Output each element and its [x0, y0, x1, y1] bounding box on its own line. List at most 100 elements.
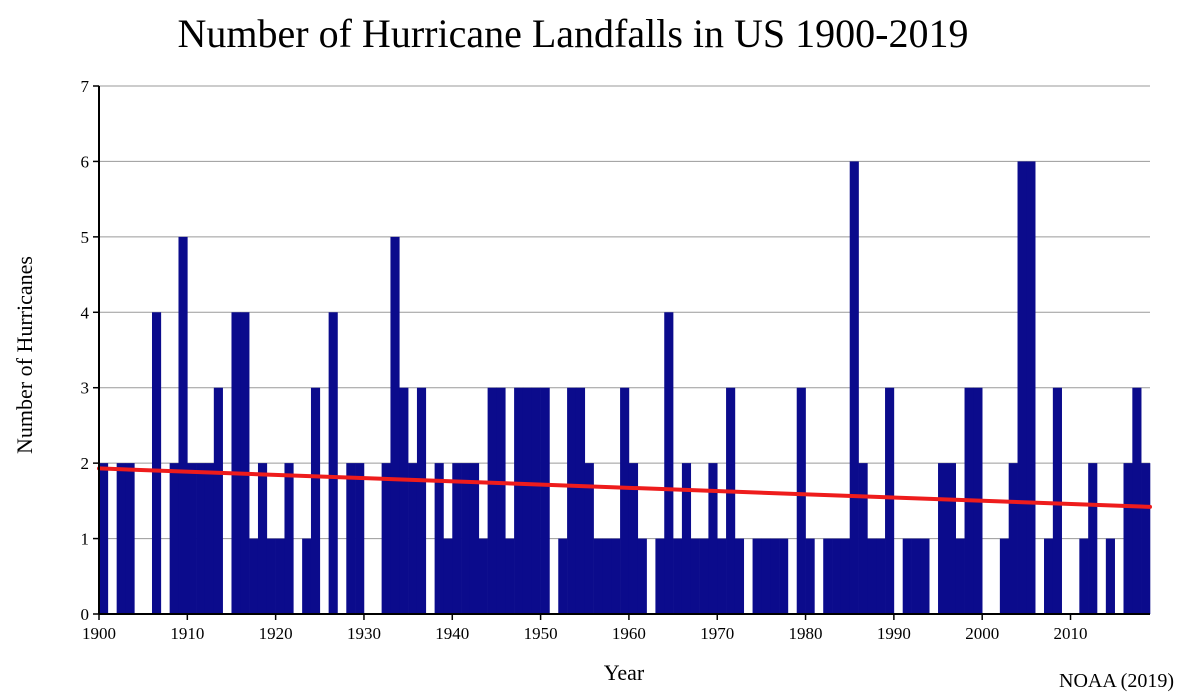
- bar-1991: [902, 538, 912, 614]
- y-axis-label: Number of Hurricanes: [12, 256, 37, 454]
- bar-1958: [611, 538, 621, 614]
- bar-1953: [567, 387, 577, 614]
- bars: [99, 161, 1151, 614]
- bar-1900: [99, 463, 109, 614]
- bar-1966: [681, 463, 692, 614]
- bar-1928: [346, 463, 356, 614]
- bar-1997: [955, 538, 965, 614]
- bar-1976: [770, 538, 780, 614]
- bar-1980: [805, 538, 815, 614]
- bar-1945: [496, 387, 506, 614]
- y-tick-label: 0: [81, 605, 90, 624]
- y-tick-label: 1: [81, 530, 90, 549]
- bar-1947: [514, 387, 524, 614]
- x-tick-label: 1940: [435, 624, 469, 643]
- x-tick-label: 1990: [877, 624, 911, 643]
- bar-1915: [231, 312, 241, 614]
- bar-1992: [911, 538, 921, 614]
- bar-2008: [1052, 387, 1062, 614]
- bar-1918: [257, 463, 268, 614]
- bar-1940: [452, 463, 462, 614]
- bar-2011: [1079, 538, 1089, 614]
- bar-1902: [116, 463, 126, 614]
- x-tick-label: 1950: [524, 624, 558, 643]
- bar-1970: [717, 538, 727, 614]
- bar-1932: [381, 463, 391, 614]
- bar-1941: [461, 463, 471, 614]
- bar-1975: [761, 538, 771, 614]
- bar-1959: [620, 387, 630, 614]
- bar-1938: [434, 463, 444, 614]
- bar-2017: [1132, 387, 1142, 614]
- bar-1983: [832, 538, 842, 614]
- bar-1946: [505, 538, 515, 614]
- bar-2007: [1044, 538, 1054, 614]
- bar-1982: [823, 538, 833, 614]
- bar-1909: [178, 236, 188, 614]
- bar-2016: [1123, 463, 1133, 614]
- x-tick-label: 1980: [789, 624, 823, 643]
- bar-1936: [416, 387, 427, 614]
- bar-1984: [840, 538, 851, 614]
- bar-1971: [726, 387, 736, 614]
- bar-1917: [249, 538, 259, 614]
- bar-2004: [1017, 161, 1027, 614]
- bar-1933: [390, 236, 400, 614]
- bar-1957: [602, 538, 612, 614]
- x-tick-label: 1900: [82, 624, 116, 643]
- x-tick-label: 1970: [700, 624, 734, 643]
- chart-title: Number of Hurricane Landfalls in US 1900…: [178, 11, 969, 56]
- bar-1985: [849, 161, 859, 614]
- bar-1916: [240, 312, 250, 614]
- bar-1955: [584, 463, 594, 614]
- bar-1965: [673, 538, 683, 614]
- y-tick-label: 5: [81, 228, 90, 247]
- tick-labels: 0 1 2 3 4 5 6 7 1900 1910 1920 1930 1940 1950 1960 1970…: [81, 77, 1088, 643]
- x-tick-label: 1930: [347, 624, 381, 643]
- bar-1969: [708, 463, 718, 614]
- bar-1920: [275, 538, 285, 614]
- bar-1986: [858, 463, 868, 614]
- y-tick-label: 7: [81, 77, 90, 96]
- bar-1956: [593, 538, 603, 614]
- bar-1989: [885, 387, 895, 614]
- bar-1987: [867, 538, 877, 614]
- bar-2012: [1088, 463, 1098, 614]
- bar-1906: [151, 312, 162, 614]
- bar-1943: [478, 538, 488, 614]
- bar-1939: [443, 538, 453, 614]
- x-tick-label: 1920: [259, 624, 293, 643]
- bar-1993: [920, 538, 930, 614]
- bar-1942: [469, 463, 480, 614]
- y-tick-label: 4: [81, 303, 90, 322]
- bar-2005: [1026, 161, 1036, 614]
- bar-1924: [310, 387, 321, 614]
- bar-1929: [355, 463, 365, 614]
- y-tick-label: 3: [81, 379, 90, 398]
- bar-1908: [169, 463, 179, 614]
- bar-1949: [531, 387, 541, 614]
- bar-1926: [328, 312, 338, 614]
- axes: [93, 85, 1150, 620]
- bar-1934: [399, 387, 409, 614]
- x-axis-label: Year: [604, 660, 645, 685]
- bar-1960: [628, 463, 639, 614]
- bar-1968: [699, 538, 709, 614]
- bar-1995: [938, 463, 948, 614]
- x-tick-label: 1960: [612, 624, 646, 643]
- bar-2003: [1008, 463, 1018, 614]
- bar-1948: [522, 387, 533, 614]
- bar-1913: [213, 387, 223, 614]
- bar-1912: [204, 463, 215, 614]
- bar-1979: [796, 387, 806, 614]
- bar-1988: [876, 538, 886, 614]
- bar-1974: [752, 538, 762, 614]
- y-tick-label: 2: [81, 454, 90, 473]
- bar-1952: [558, 538, 568, 614]
- bar-1921: [284, 463, 294, 614]
- bar-2002: [999, 538, 1009, 614]
- trend-line-group: [97, 466, 1152, 509]
- bar-1923: [302, 538, 312, 614]
- bar-1910: [187, 463, 197, 614]
- bar-1919: [266, 538, 276, 614]
